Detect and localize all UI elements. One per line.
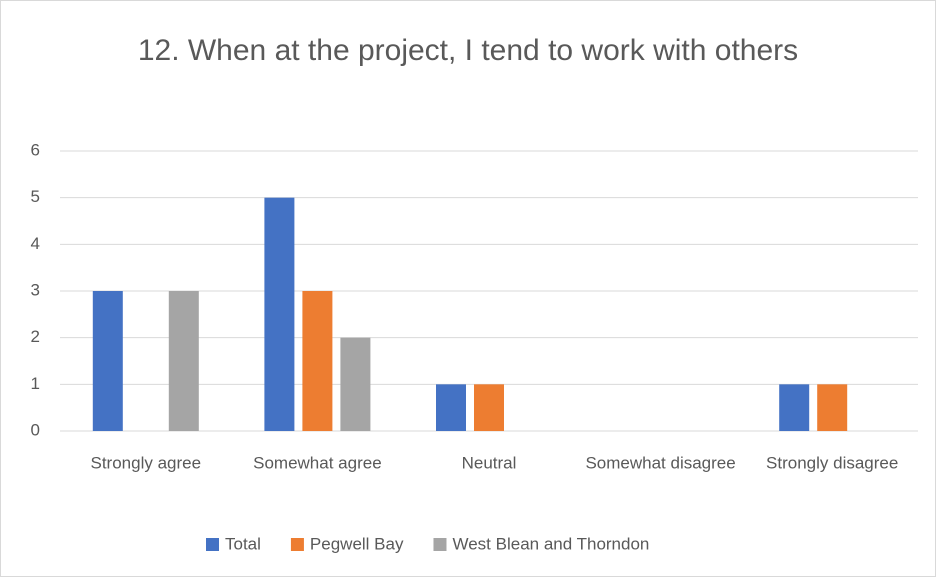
legend-swatch xyxy=(433,538,447,551)
bar xyxy=(168,291,199,431)
y-tick-label: 4 xyxy=(31,234,40,253)
bar xyxy=(264,197,295,431)
x-tick-label: Strongly agree xyxy=(91,453,202,472)
x-tick-label: Somewhat agree xyxy=(253,453,382,472)
y-tick-label: 5 xyxy=(31,187,40,206)
x-tick-label: Somewhat disagree xyxy=(585,453,735,472)
legend-swatch xyxy=(290,538,304,551)
y-tick-label: 6 xyxy=(31,140,40,159)
chart-title: 12. When at the project, I tend to work … xyxy=(137,34,799,67)
bar xyxy=(474,384,504,431)
x-tick-label: Strongly disagree xyxy=(766,453,898,472)
y-tick-label: 0 xyxy=(31,420,40,439)
y-tick-label: 3 xyxy=(31,280,40,299)
legend-label: Pegwell Bay xyxy=(310,534,404,553)
bar xyxy=(436,384,466,431)
y-tick-label: 1 xyxy=(31,374,40,393)
legend-swatch xyxy=(206,538,219,551)
bar xyxy=(302,291,333,431)
legend-label: Total xyxy=(225,534,261,553)
bar xyxy=(340,337,371,431)
y-tick-label: 2 xyxy=(31,327,40,346)
x-tick-label: Neutral xyxy=(462,453,517,472)
bar xyxy=(779,384,810,431)
bar xyxy=(817,384,848,431)
bar xyxy=(92,291,123,431)
legend-label: West Blean and Thorndon xyxy=(452,534,649,553)
